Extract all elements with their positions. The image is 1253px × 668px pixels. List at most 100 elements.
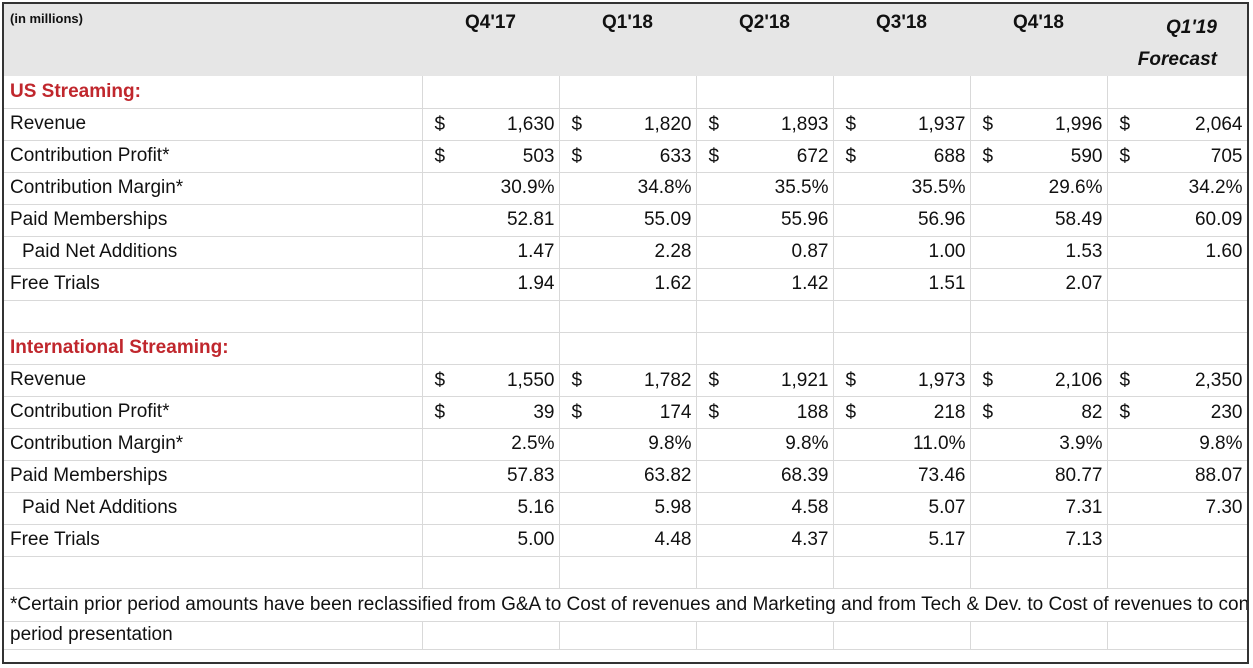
amount-value: 1,921 [780, 369, 829, 391]
currency-value-cell: $1,893 [696, 108, 834, 141]
value-cell: 52.81 [422, 204, 560, 237]
value-cell: 5.00 [422, 524, 560, 557]
value-cell: 35.5% [833, 172, 971, 205]
row-label: Revenue [4, 364, 423, 397]
currency-symbol: $ [434, 401, 446, 423]
amount-value: 672 [796, 145, 829, 167]
value-cell: 3.9% [970, 428, 1108, 461]
quarter-header: Q4'17 [422, 4, 559, 76]
value-cell: 55.09 [559, 204, 697, 237]
currency-value-cell: $672 [696, 140, 834, 173]
value-cell: 4.48 [559, 524, 697, 557]
amount-value: 705 [1210, 145, 1243, 167]
currency-symbol: $ [571, 401, 583, 423]
value-cell: 5.17 [833, 524, 971, 557]
amount-value: 633 [659, 145, 692, 167]
currency-symbol: $ [1119, 369, 1131, 391]
table-row: Revenue $1,630 $1,820 $1,893 $1,937 $1,996 $2,… [4, 108, 1247, 141]
currency-value-cell: $230 [1107, 396, 1247, 429]
currency-value-cell: $174 [559, 396, 697, 429]
value-cell: 63.82 [559, 460, 697, 493]
section-title: US Streaming: [4, 76, 423, 109]
table-row: Contribution Margin* 30.9% 34.8% 35.5% 35.5%… [4, 172, 1247, 205]
row-label: Contribution Profit* [4, 140, 423, 173]
currency-value-cell: $82 [970, 396, 1108, 429]
amount-value: 503 [522, 145, 555, 167]
value-cell: 4.58 [696, 492, 834, 525]
empty-cell [970, 300, 1108, 333]
currency-value-cell: $1,973 [833, 364, 971, 397]
amount-value: 1,937 [917, 113, 966, 135]
empty-cell [422, 621, 560, 650]
table-row: Contribution Margin* 2.5% 9.8% 9.8% 11.0% 3.9… [4, 428, 1247, 461]
value-cell: 88.07 [1107, 460, 1247, 493]
value-cell: 5.07 [833, 492, 971, 525]
quarter-header: Q1'18 [559, 4, 696, 76]
empty-cell [559, 556, 697, 589]
value-cell: 68.39 [696, 460, 834, 493]
currency-value-cell: $218 [833, 396, 971, 429]
empty-cell [422, 76, 560, 109]
empty-cell [559, 300, 697, 333]
value-cell: 30.9% [422, 172, 560, 205]
amount-value: 1,893 [780, 113, 829, 135]
value-cell: 1.62 [559, 268, 697, 301]
amount-value: 1,820 [643, 113, 692, 135]
amount-value: 1,996 [1054, 113, 1103, 135]
value-cell [1107, 268, 1247, 301]
value-cell: 58.49 [970, 204, 1108, 237]
currency-symbol: $ [571, 145, 583, 167]
value-cell: 55.96 [696, 204, 834, 237]
currency-symbol: $ [845, 401, 857, 423]
forecast-label: Forecast [1137, 49, 1217, 70]
section-title: International Streaming: [4, 332, 423, 365]
empty-cell [1107, 300, 1247, 333]
table-row: Contribution Profit* $39 $174 $188 $218 $82 $2… [4, 396, 1247, 429]
amount-value: 2,064 [1194, 113, 1243, 135]
value-cell: 7.13 [970, 524, 1108, 557]
currency-symbol: $ [982, 401, 994, 423]
value-cell: 1.42 [696, 268, 834, 301]
value-cell: 34.8% [559, 172, 697, 205]
amount-value: 1,973 [917, 369, 966, 391]
row-label: Contribution Profit* [4, 396, 423, 429]
currency-value-cell: $705 [1107, 140, 1247, 173]
currency-symbol: $ [1119, 145, 1131, 167]
amount-value: 688 [933, 145, 966, 167]
amount-value: 82 [1081, 401, 1103, 423]
empty-cell [970, 621, 1108, 650]
row-label: Paid Net Additions [4, 236, 423, 269]
currency-symbol: $ [571, 369, 583, 391]
value-cell: 4.37 [696, 524, 834, 557]
value-cell: 7.30 [1107, 492, 1247, 525]
value-cell: 9.8% [696, 428, 834, 461]
footnote-text: *Certain prior period amounts have been … [4, 588, 1247, 622]
empty-cell [970, 556, 1108, 589]
row-label: Revenue [4, 108, 423, 141]
table-row: Free Trials 1.94 1.62 1.42 1.51 2.07 [4, 268, 1247, 301]
currency-symbol: $ [1119, 113, 1131, 135]
currency-value-cell: $1,550 [422, 364, 560, 397]
value-cell: 9.8% [1107, 428, 1247, 461]
empty-cell [970, 76, 1108, 109]
value-cell: 56.96 [833, 204, 971, 237]
empty-cell [696, 621, 834, 650]
empty-cell [4, 300, 423, 333]
value-cell: 1.53 [970, 236, 1108, 269]
row-label: Paid Memberships [4, 460, 423, 493]
table-row: Paid Net Additions 1.47 2.28 0.87 1.00 1.53 1.… [4, 236, 1247, 269]
currency-value-cell: $2,064 [1107, 108, 1247, 141]
streaming-metrics-table: (in millions) Q4'17 Q1'18 Q2'18 Q3'18 Q4'18 Q1… [4, 4, 1247, 650]
empty-cell [970, 332, 1108, 365]
currency-value-cell: $1,937 [833, 108, 971, 141]
row-label: Paid Net Additions [4, 492, 423, 525]
value-cell: 60.09 [1107, 204, 1247, 237]
currency-symbol: $ [982, 369, 994, 391]
row-label: Contribution Margin* [4, 428, 423, 461]
value-cell: 34.2% [1107, 172, 1247, 205]
value-cell: 1.00 [833, 236, 971, 269]
blank-row [4, 300, 1247, 333]
quarter-header: Q4'18 [970, 4, 1107, 76]
amount-value: 1,782 [643, 369, 692, 391]
